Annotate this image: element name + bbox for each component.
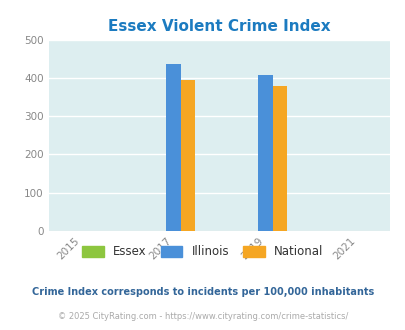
Bar — [165, 64, 180, 231]
Title: Essex Violent Crime Index: Essex Violent Crime Index — [108, 19, 330, 34]
Bar — [180, 80, 195, 231]
Text: Crime Index corresponds to incidents per 100,000 inhabitants: Crime Index corresponds to incidents per… — [32, 287, 373, 297]
Bar — [257, 75, 272, 231]
Legend: Essex, Illinois, National: Essex, Illinois, National — [79, 242, 326, 262]
Bar — [272, 85, 287, 231]
Text: © 2025 CityRating.com - https://www.cityrating.com/crime-statistics/: © 2025 CityRating.com - https://www.city… — [58, 312, 347, 321]
